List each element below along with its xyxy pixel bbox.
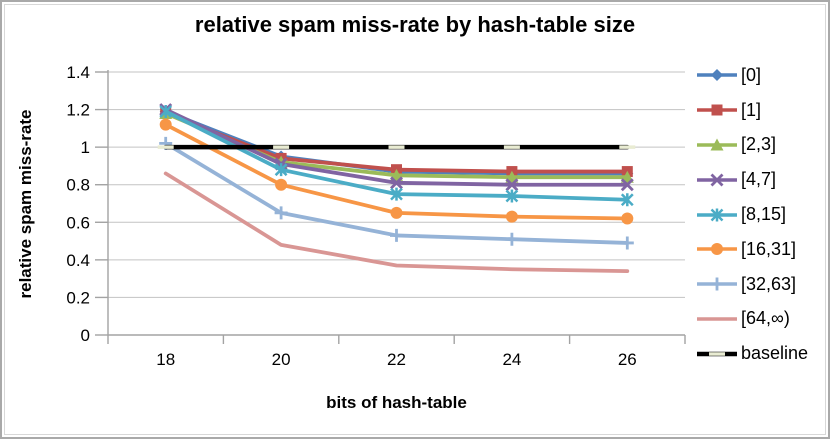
legend: [0] [1] [2,3] [4,7] [8,15] [16,31] [32,63] [64,… bbox=[696, 58, 808, 371]
marker-diamond-icon bbox=[711, 69, 723, 82]
y-tick-label: 1.2 bbox=[66, 101, 90, 120]
chart-title: relative spam miss-rate by hash-table si… bbox=[194, 12, 636, 37]
legend-item: [4,7] bbox=[696, 162, 808, 197]
marker-x-icon bbox=[620, 178, 634, 192]
legend-item: [0] bbox=[696, 58, 808, 93]
legend-label: [32,63] bbox=[741, 273, 797, 294]
legend-item: [8,15] bbox=[696, 197, 808, 232]
legend-swatch-none-icon bbox=[697, 317, 737, 321]
marker-plus-icon bbox=[274, 206, 288, 220]
marker-circle-icon bbox=[621, 212, 634, 225]
legend-swatch-diamond-icon bbox=[697, 69, 737, 82]
legend-label: [8,15] bbox=[741, 204, 787, 225]
legend-label: [16,31] bbox=[741, 238, 797, 259]
legend-swatch-square-icon bbox=[697, 104, 737, 116]
series-[8,15] bbox=[159, 104, 634, 207]
y-tick-label: 0.2 bbox=[66, 288, 90, 307]
series-[64,∞) bbox=[163, 171, 630, 274]
x-tick-label: 24 bbox=[502, 350, 521, 369]
legend-item: [16,31] bbox=[696, 232, 808, 267]
marker-asterisk-icon bbox=[159, 104, 173, 118]
marker-circle-icon bbox=[711, 243, 723, 256]
series-[16,31] bbox=[159, 118, 634, 225]
x-tick-label: 26 bbox=[618, 350, 637, 369]
legend-label: [0] bbox=[741, 64, 762, 85]
x-axis-title: bits of hash-table bbox=[326, 393, 467, 412]
x-tick-label: 20 bbox=[272, 350, 291, 369]
y-tick-label: 0.4 bbox=[66, 251, 90, 270]
y-axis-title: relative spam miss-rate bbox=[16, 109, 35, 299]
legend-swatch-plus-icon bbox=[697, 277, 737, 291]
legend-swatch-x-icon bbox=[697, 173, 737, 187]
series-line bbox=[163, 171, 630, 274]
marker-plus-icon bbox=[505, 232, 519, 246]
legend-item: [1] bbox=[696, 93, 808, 128]
legend-item: baseline bbox=[696, 336, 808, 371]
legend-swatch-asterisk-icon bbox=[697, 208, 737, 222]
marker-square-icon bbox=[711, 104, 723, 116]
legend-label: [1] bbox=[741, 99, 762, 120]
marker-triangle-icon bbox=[710, 138, 724, 151]
marker-x-icon bbox=[710, 173, 724, 187]
x-tick-label: 22 bbox=[387, 350, 406, 369]
x-tick-label: 18 bbox=[156, 350, 175, 369]
marker-circle-icon bbox=[505, 210, 518, 223]
marker-asterisk-icon bbox=[505, 189, 519, 203]
marker-circle-icon bbox=[275, 178, 288, 191]
marker-asterisk-icon bbox=[274, 163, 288, 177]
legend-swatch-triangle-icon bbox=[697, 138, 737, 151]
marker-circle-icon bbox=[390, 206, 403, 219]
marker-asterisk-icon bbox=[620, 193, 634, 207]
legend-label: baseline bbox=[741, 343, 809, 364]
y-tick-label: 1.4 bbox=[66, 63, 90, 82]
y-tick-label: 0.6 bbox=[66, 213, 90, 232]
legend-item: [2,3] bbox=[696, 128, 808, 163]
marker-circle-icon bbox=[159, 118, 172, 131]
legend-label: [2,3] bbox=[741, 134, 777, 155]
y-tick-label: 0.8 bbox=[66, 176, 90, 195]
legend-label: [64,∞) bbox=[741, 308, 790, 329]
y-tick-label: 1 bbox=[81, 138, 90, 157]
marker-asterisk-icon bbox=[390, 187, 403, 201]
series-[32,63] bbox=[159, 136, 634, 250]
marker-x-icon bbox=[390, 176, 403, 190]
legend-swatch-dash-icon bbox=[697, 351, 737, 357]
legend-item: [64,∞) bbox=[696, 302, 808, 337]
legend-swatch-circle-icon bbox=[697, 243, 737, 256]
marker-asterisk-icon bbox=[710, 208, 724, 222]
y-tick-label: 0 bbox=[81, 326, 90, 345]
marker-plus-icon bbox=[390, 228, 403, 242]
legend-label: [4,7] bbox=[741, 169, 777, 190]
marker-x-icon bbox=[505, 178, 519, 192]
legend-item: [32,63] bbox=[696, 267, 808, 302]
marker-plus-icon bbox=[710, 277, 724, 291]
marker-plus-icon bbox=[620, 236, 634, 250]
